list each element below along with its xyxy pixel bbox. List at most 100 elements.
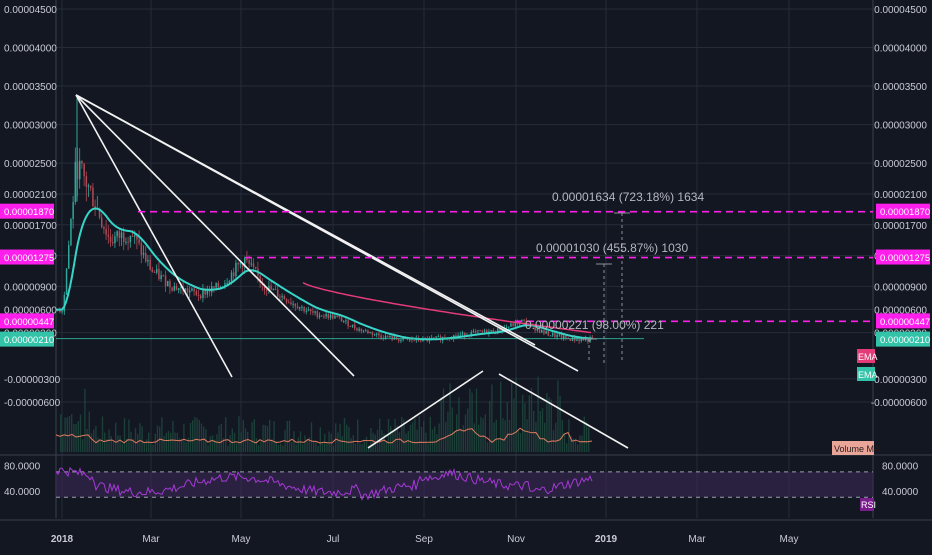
rsi-tick-right-1: 40.0000 [882, 487, 919, 498]
candle-body [499, 328, 501, 332]
ema-tag-bottom: EMA [858, 370, 878, 380]
volume-bar [539, 411, 541, 452]
candle-body [411, 339, 413, 341]
volume-bar [258, 445, 260, 452]
volume-bar [568, 419, 570, 452]
volume-bar [194, 416, 196, 452]
candle-body [83, 163, 85, 177]
candle-body [162, 275, 165, 277]
volume-bar [253, 419, 255, 452]
price-label-right-3: 0.00000210 [880, 335, 930, 346]
volume-bar [130, 431, 132, 452]
candle-body [314, 311, 316, 313]
volume-bar [453, 430, 456, 452]
volume-bar [73, 423, 75, 452]
volume-bar [121, 443, 123, 452]
candle-body [569, 339, 572, 341]
volume-ma-tag-box [832, 441, 874, 455]
volume-bar [183, 423, 185, 452]
candle-body [193, 288, 195, 292]
candle-body [226, 282, 228, 284]
candle-body [195, 291, 198, 295]
volume-bar [200, 423, 203, 452]
candle-body [160, 275, 162, 280]
candle-body [351, 324, 354, 327]
volume-bar [359, 443, 361, 452]
price-tick-left-6: 0.00001700 [4, 221, 57, 232]
volume-bar [214, 439, 216, 452]
candle-body [450, 338, 453, 340]
candle-body [554, 333, 556, 338]
candle-body [492, 330, 495, 334]
volume-bar [570, 435, 572, 452]
volume-bar [187, 437, 189, 452]
ema-tag-top: EMA [858, 352, 878, 362]
candle-body [358, 328, 360, 331]
volume-bar [222, 437, 225, 452]
candle-body [246, 258, 248, 261]
volume-bar [528, 395, 530, 452]
candle-body [437, 336, 440, 338]
candle-body [202, 289, 204, 298]
volume-bar [319, 427, 321, 452]
candle-body [303, 306, 305, 312]
volume-bar [260, 441, 262, 452]
volume-bar [229, 435, 231, 452]
volume-bar [368, 445, 370, 452]
volume-bar [544, 422, 546, 452]
volume-bar [110, 436, 112, 452]
volume-bar [348, 426, 350, 452]
price-tick-left-8: 0.00000900 [4, 282, 57, 293]
candle-body [74, 161, 77, 203]
candle-body [327, 314, 330, 319]
candle-body [215, 283, 217, 288]
volume-bar [317, 445, 319, 452]
volume-bar [313, 441, 315, 452]
volume-bar [288, 420, 291, 452]
candle-body [384, 335, 387, 339]
candle-body [316, 311, 319, 318]
volume-bar [502, 418, 504, 452]
candle-body [332, 314, 334, 319]
candle-body [376, 333, 378, 335]
candle-body [305, 310, 308, 312]
price-label-box-left-2 [0, 313, 54, 329]
candle-body [536, 328, 539, 331]
volume-bar [451, 407, 453, 452]
volume-bar [372, 432, 374, 452]
volume-bar [273, 421, 275, 452]
volume-bar [112, 441, 115, 452]
measurement-label-0: 0.00001634 (723.18%) 1634 [552, 190, 704, 204]
time-label-8: May [780, 534, 799, 545]
volume-bar [161, 417, 163, 452]
volume-bar [84, 388, 86, 452]
candle-body [336, 315, 338, 317]
volume-bar [286, 421, 288, 452]
volume-bar [134, 427, 137, 452]
candle-body [334, 315, 336, 319]
candle-body [349, 326, 352, 328]
trendline-1 [75, 94, 233, 378]
volume-bar [480, 416, 482, 452]
candle-body [109, 236, 112, 243]
volume-bar [60, 414, 62, 452]
candle-body [310, 309, 312, 312]
candle-body [131, 235, 134, 237]
candle-body [285, 299, 288, 303]
candle-body [373, 334, 376, 336]
volume-bar [255, 438, 258, 452]
candle-body [65, 268, 68, 295]
volume-bar [530, 387, 533, 452]
indicator-lines-layer [55, 207, 644, 444]
volume-bar [412, 422, 414, 452]
volume-bar [277, 444, 280, 452]
volume-bar [225, 417, 227, 452]
candle-body [171, 287, 173, 291]
candle-body [112, 242, 114, 244]
ema-tag-top-box [857, 349, 875, 363]
volume-bar [409, 424, 412, 452]
price-label-box-left-0 [0, 203, 54, 219]
candle-body [576, 339, 578, 341]
volume-bar [350, 437, 352, 452]
